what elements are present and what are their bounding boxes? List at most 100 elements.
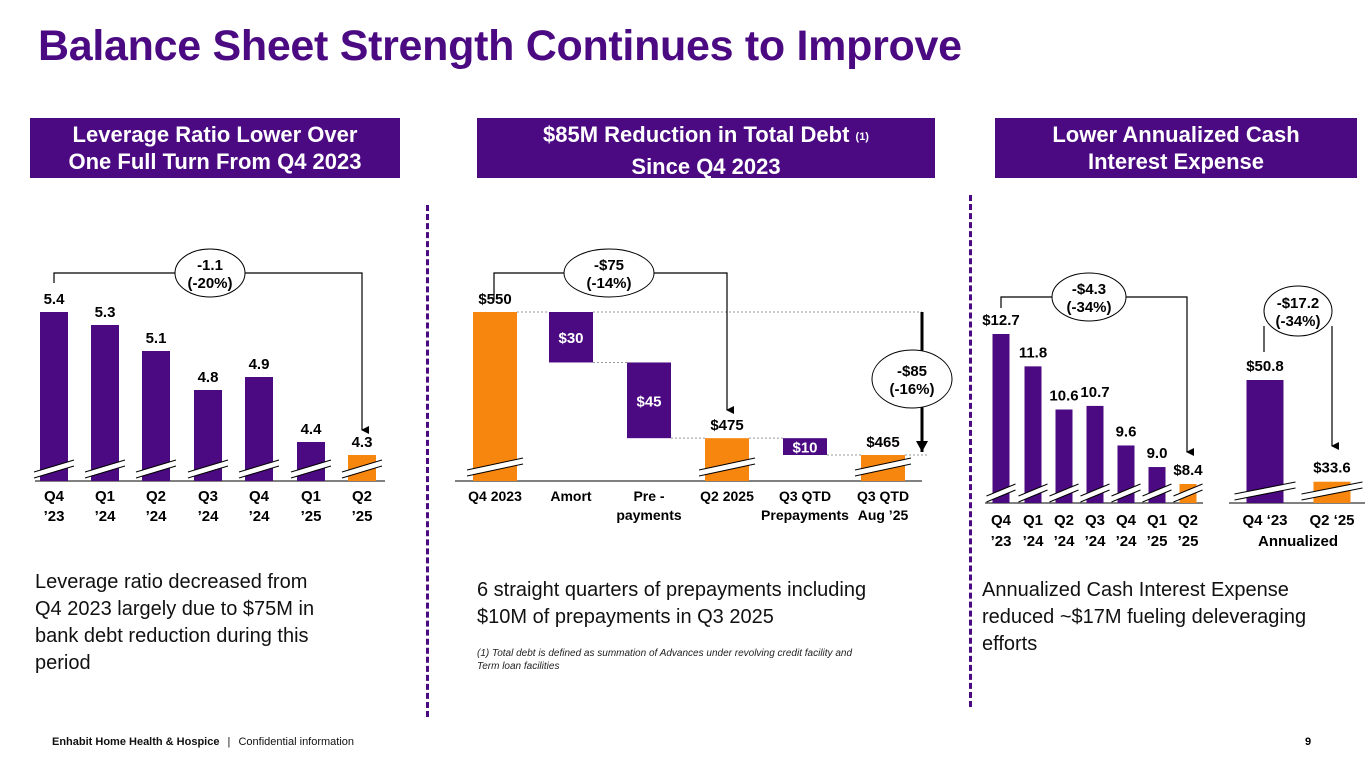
x-tick-label: Q4 2023 — [468, 488, 522, 504]
data-label: 5.1 — [146, 330, 167, 347]
panel-header-line1: Lower Annualized Cash — [1052, 122, 1300, 147]
axis-break-line — [466, 457, 524, 471]
panel-header-line2: Interest Expense — [1087, 149, 1265, 174]
panel-header-line1-text: $85M Reduction in Total Debt — [543, 122, 850, 147]
panel-header-interest: Lower Annualized Cash Interest Expense — [995, 118, 1357, 178]
axis-break-line — [1173, 483, 1203, 497]
axis-break-line — [135, 465, 177, 479]
callout-percent: (-14%) — [586, 275, 631, 292]
data-label: $12.7 — [982, 312, 1020, 329]
data-label: 9.6 — [1116, 423, 1137, 440]
waterfall-bar — [783, 438, 827, 455]
x-tick-label: Q4 ‘23 — [1242, 512, 1287, 529]
axis-break-line — [698, 457, 756, 471]
x-tick-label: Q2 — [1054, 512, 1074, 529]
x-tick-label: Q2 — [146, 488, 166, 505]
axis-break-mark — [1048, 484, 1080, 502]
data-label: 4.9 — [249, 356, 270, 373]
panel-header-line2: Since Q4 2023 — [631, 154, 781, 179]
footnote-line: Term loan facilities — [477, 661, 560, 672]
x-tick-label: Q4 — [44, 488, 65, 505]
panel-header-line1: $85M Reduction in Total Debt (1) — [477, 121, 935, 153]
callout-bubble — [871, 349, 953, 409]
data-label: 10.6 — [1049, 388, 1078, 405]
data-label: 4.4 — [301, 421, 323, 438]
bar — [1024, 366, 1042, 503]
axis-break-line — [1142, 483, 1172, 497]
x-tick-label: ’24 — [1116, 533, 1138, 550]
axis-break-line — [187, 459, 229, 473]
axis-break-mark — [33, 460, 75, 478]
panel-body-interest: Annualized Cash Interest Expense reduced… — [982, 577, 1362, 658]
x-tick-label: Q1 — [301, 488, 321, 505]
bar — [91, 325, 119, 481]
axis-break-line — [341, 459, 383, 473]
data-label: $8.4 — [1173, 462, 1203, 479]
axis-break-mark — [135, 460, 177, 478]
axis-break-line — [238, 465, 280, 479]
axis-break-line — [1111, 489, 1141, 503]
data-label: $50.8 — [1246, 358, 1284, 375]
x-tick-label: Aug ’25 — [858, 507, 909, 523]
x-tick-label: Q1 — [95, 488, 115, 505]
x-tick-label: ’24 — [1054, 533, 1076, 550]
axis-break-mark — [187, 460, 229, 478]
axis-break-line — [290, 465, 332, 479]
x-tick-label: Amort — [550, 488, 592, 504]
callout-bubble — [174, 248, 246, 298]
data-label: 5.4 — [44, 291, 66, 308]
x-tick-label: Q4 — [1116, 512, 1137, 529]
axis-break-mark — [290, 460, 332, 478]
body-line: bank debt reduction during this — [35, 625, 309, 647]
footer-confidential: Confidential information — [238, 736, 355, 748]
bar — [40, 312, 68, 481]
axis-break-line — [698, 463, 756, 477]
axis-break-mark — [341, 460, 383, 478]
axis-break-mark — [238, 460, 280, 478]
x-tick-label: ’25 — [1178, 533, 1199, 550]
x-tick-label: Q2 — [1178, 512, 1198, 529]
data-label: $475 — [710, 417, 743, 434]
x-tick-label: Q1 — [1147, 512, 1167, 529]
x-tick-label: Prepayments — [761, 507, 849, 523]
axis-break-line — [1111, 483, 1141, 497]
callout-bubble — [563, 248, 655, 298]
axis-break-line — [135, 459, 177, 473]
callout-value: -$75 — [594, 257, 624, 274]
x-tick-label: ’24 — [198, 508, 220, 525]
axis-break-line — [1049, 489, 1079, 503]
axis-break-line — [1018, 489, 1048, 503]
body-line: Q4 2023 largely due to $75M in — [35, 598, 315, 620]
body-line: Annualized Cash Interest Expense — [982, 579, 1289, 601]
axis-break-line — [84, 459, 126, 473]
panel-body-leverage: Leverage ratio decreased from Q4 2023 la… — [35, 569, 415, 677]
bar — [992, 334, 1010, 503]
x-tick-label: ’24 — [95, 508, 117, 525]
footer-separator: | — [227, 736, 231, 748]
x-tick-label: ’25 — [301, 508, 322, 525]
axis-break-mark — [1172, 484, 1204, 502]
axis-break-mark — [1234, 482, 1296, 500]
axis-break-line — [1234, 481, 1296, 495]
axis-break-line — [1080, 483, 1110, 497]
body-line: Leverage ratio decreased from — [35, 571, 308, 593]
axis-break-line — [986, 483, 1016, 497]
callout-bubble — [1263, 285, 1333, 337]
slide-title: Balance Sheet Strength Continues to Impr… — [38, 22, 962, 70]
x-tick-label: Q3 QTD — [857, 488, 909, 504]
data-label: $45 — [636, 393, 661, 410]
callout-bubble — [1051, 272, 1127, 322]
axis-break-line — [238, 459, 280, 473]
data-label: $33.6 — [1313, 460, 1351, 477]
axis-break-line — [986, 489, 1016, 503]
x-tick-label: ’25 — [352, 508, 373, 525]
axis-break-mark — [1301, 482, 1363, 500]
bar — [1246, 380, 1284, 503]
x-tick-label: Q3 — [198, 488, 218, 505]
axis-break-line — [466, 463, 524, 477]
axis-break-mark — [1141, 484, 1173, 502]
section-divider-left — [426, 205, 429, 717]
axis-break-line — [1142, 489, 1172, 503]
panel-body-debt: 6 straight quarters of prepayments inclu… — [477, 577, 957, 631]
x-tick-label: ’24 — [146, 508, 168, 525]
